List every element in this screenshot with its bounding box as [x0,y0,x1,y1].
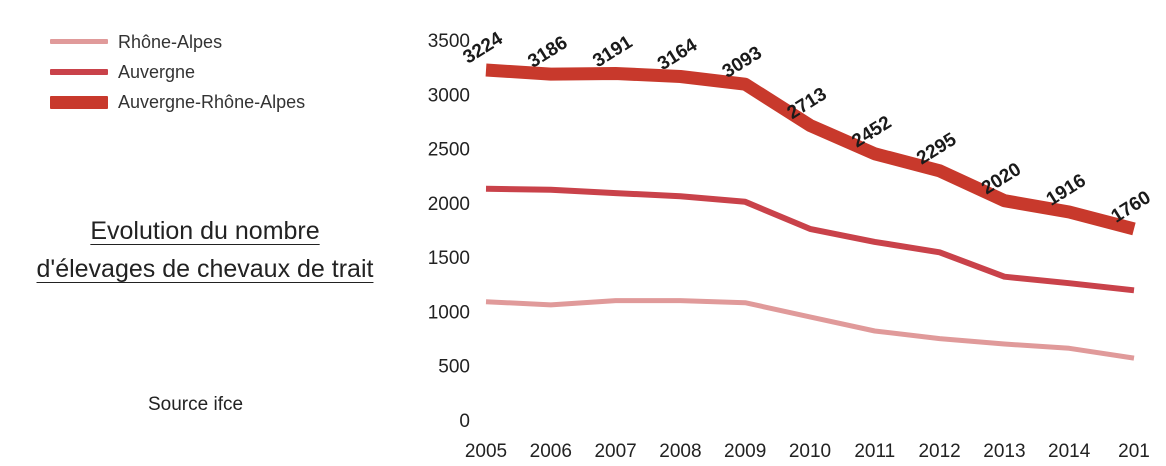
x-tick-label-6: 2011 [854,441,895,462]
series-line-0 [485,298,1135,361]
data-label-7: 2295 [913,129,960,169]
y-tick-label-3500: 3500 [428,31,470,52]
y-tick-label-500: 500 [438,357,470,378]
legend-swatch-rhone-alpes [50,39,108,44]
y-tick-label-3000: 3000 [428,85,470,106]
y-tick-label-0: 0 [459,411,470,432]
series-line-2 [485,63,1136,236]
chart-title-line-2: d'élevages de chevaux de trait [36,255,374,283]
source-note: Source ifce [148,394,244,415]
data-label-2: 3191 [589,32,636,72]
legend-label-rhone-alpes: Rhône-Alpes [118,32,223,52]
x-tick-label-4: 2009 [724,441,766,462]
legend-label-auvergne-rhone-alpes: Auvergne-Rhône-Alpes [118,92,306,112]
x-tick-label-5: 2010 [789,441,831,462]
x-tick-label-8: 2013 [983,441,1025,462]
data-label-10: 1760 [1108,187,1155,227]
data-label-9: 1916 [1043,170,1090,210]
chart-title: Evolution du nombre d'élevages de chevau… [10,212,400,288]
x-tick-label-2: 2007 [594,441,636,462]
legend-swatch-auvergne-rhone-alpes [50,96,108,109]
data-label-4: 3093 [719,42,766,82]
x-tick-label-1: 2006 [530,441,572,462]
x-tick-label-7: 2012 [918,441,960,462]
data-label-1: 3186 [524,32,571,72]
y-tick-label-2500: 2500 [428,140,470,161]
data-label-3: 3164 [654,34,701,74]
chart-title-line-1: Evolution du nombre [90,217,320,245]
y-tick-label-1000: 1000 [428,302,470,323]
x-tick-label-3: 2008 [659,441,701,462]
x-tick-label-9: 2014 [1048,441,1091,462]
legend-label-auvergne: Auvergne [118,62,196,82]
y-tick-label-1500: 1500 [428,248,470,269]
y-tick-label-2000: 2000 [428,194,470,215]
x-tick-label-10: 201 [1118,441,1150,462]
legend-swatch-auvergne [50,69,108,75]
x-tick-label-0: 2005 [465,441,507,462]
series-line-1 [485,185,1135,294]
